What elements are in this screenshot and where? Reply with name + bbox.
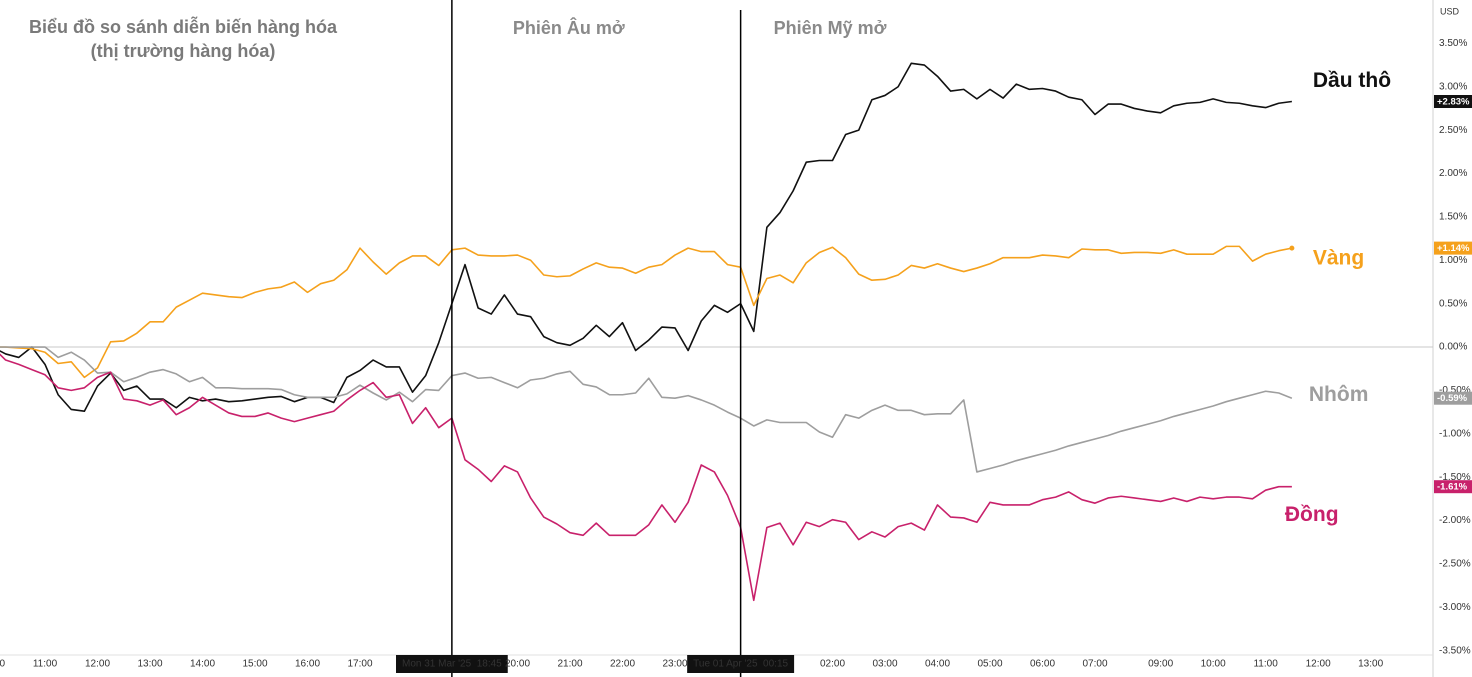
series-line <box>0 62 1292 413</box>
chart-subtitle: (thị trường hàng hóa) <box>91 41 276 61</box>
x-tick-label: 13:00 <box>1358 659 1383 670</box>
x-tick-label: 15:00 <box>242 659 267 670</box>
y-tick-label: 1.00% <box>1439 255 1467 266</box>
x-tick-highlight <box>687 655 795 673</box>
series-name: Nhôm <box>1309 383 1369 406</box>
x-tick-label: 10:00 <box>0 659 5 670</box>
x-tick-label: Tue 01 Apr '25 00:15 <box>693 659 788 670</box>
series-name: Vàng <box>1313 247 1364 270</box>
x-tick-label: 12:00 <box>85 659 110 670</box>
x-tick-label: 07:00 <box>1082 659 1107 670</box>
x-tick-label: 17:00 <box>347 659 372 670</box>
x-tick-highlight <box>396 655 508 673</box>
end-marker <box>1289 245 1295 251</box>
last-value-label: -0.59% <box>1437 393 1468 404</box>
y-tick-label: -2.50% <box>1439 559 1471 570</box>
y-tick-label: 2.00% <box>1439 168 1467 179</box>
x-tick-label: 04:00 <box>925 659 950 670</box>
last-value-label: +1.14% <box>1437 243 1470 254</box>
session-label: Phiên Âu mở <box>513 17 625 38</box>
x-tick-label: 09:00 <box>1148 659 1173 670</box>
x-tick-label: 02:00 <box>820 659 845 670</box>
x-tick-label: 11:00 <box>1253 659 1278 670</box>
chart-title: Biểu đồ so sánh diễn biến hàng hóa <box>29 16 338 37</box>
x-tick-label: 11:00 <box>33 659 58 670</box>
y-tick-label: 0.50% <box>1439 298 1467 309</box>
x-tick-label: 21:00 <box>557 659 582 670</box>
x-tick-label: 10:00 <box>1201 659 1226 670</box>
last-value-box <box>1434 241 1472 255</box>
series-name: Dầu thô <box>1313 69 1391 92</box>
x-tick-label: 13:00 <box>137 659 162 670</box>
x-tick-label: 23:00 <box>662 659 687 670</box>
y-tick-label: 3.50% <box>1439 38 1467 49</box>
y-tick-label: 0.00% <box>1439 342 1467 353</box>
y-tick-label: -1.50% <box>1439 472 1471 483</box>
x-tick-label: 16:00 <box>295 659 320 670</box>
x-tick-label: 22:00 <box>610 659 635 670</box>
series-line <box>0 346 1293 473</box>
plot-area <box>0 62 1433 602</box>
x-tick-label: 20:00 <box>505 659 530 670</box>
x-tick-label: 03:00 <box>872 659 897 670</box>
series-name: Đồng <box>1285 503 1339 526</box>
y-tick-label: 2.50% <box>1439 125 1467 136</box>
last-value-box <box>1434 95 1472 109</box>
y-tick-label: -3.50% <box>1439 645 1471 656</box>
y-tick-label: -1.00% <box>1439 428 1471 439</box>
x-tick-label: 12:00 <box>1306 659 1331 670</box>
y-tick-label: -3.00% <box>1439 602 1471 613</box>
y-tick-label: 1.50% <box>1439 212 1467 223</box>
series-line <box>0 353 1292 602</box>
x-tick-label: 14:00 <box>190 659 215 670</box>
y-tick-label: -0.50% <box>1439 385 1471 396</box>
session-label: Phiên Mỹ mở <box>774 18 887 38</box>
last-value-box <box>1434 391 1472 405</box>
last-value-label: -1.61% <box>1437 482 1468 493</box>
x-tick-label: 06:00 <box>1030 659 1055 670</box>
last-value-box <box>1434 480 1472 494</box>
y-tick-label: 3.00% <box>1439 81 1467 92</box>
x-tick-label: 05:00 <box>977 659 1002 670</box>
currency: USD <box>1440 6 1460 16</box>
series-line <box>0 245 1293 379</box>
last-value-label: +2.83% <box>1437 97 1470 108</box>
y-tick-label: -2.00% <box>1439 515 1471 526</box>
x-tick-label: Mon 31 Mar '25 18:45 <box>402 659 502 670</box>
